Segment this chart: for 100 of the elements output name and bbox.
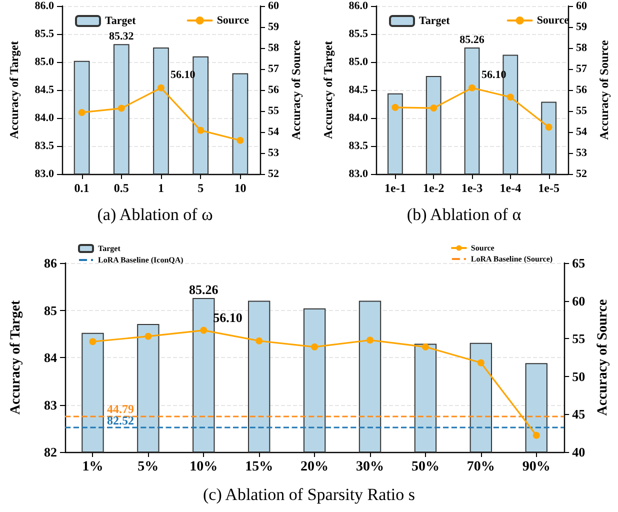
point <box>545 124 552 131</box>
point <box>430 104 438 112</box>
y2-axis-title: Accuracy of Source <box>289 39 303 140</box>
y-tick-label: 84.5 <box>348 84 368 96</box>
y-tick-label: 85.0 <box>34 56 54 68</box>
y-tick-label: 84.5 <box>34 84 54 96</box>
y-tick-label: 85.5 <box>348 28 368 40</box>
y2-tick-label: 56 <box>576 84 588 96</box>
y2-tick-label: 57 <box>576 63 588 75</box>
y-tick-label: 83.5 <box>348 140 368 152</box>
y-tick-label: 85 <box>44 302 58 318</box>
y2-tick-label: 53 <box>268 147 280 159</box>
y-tick-label: 85.0 <box>348 56 368 68</box>
y2-tick-label: 58 <box>576 42 588 54</box>
y-tick-label: 83.0 <box>348 168 368 180</box>
y-axis-title: Accuracy of Target <box>7 41 21 139</box>
x-tick-label: 5% <box>138 460 159 474</box>
y2-tick-label: 54 <box>576 126 588 138</box>
point <box>392 104 399 111</box>
x-tick-label: 30% <box>356 460 384 474</box>
data-label: 85.32 <box>109 30 134 43</box>
point <box>158 84 164 92</box>
x-tick-label: 5 <box>198 181 204 195</box>
y-tick-label: 83 <box>44 397 58 412</box>
y2-axis-title: Accuracy of Source <box>597 39 611 140</box>
x-tick-label: 0.5 <box>114 181 129 195</box>
legend-label: Source <box>216 14 250 26</box>
point <box>532 432 540 439</box>
point <box>89 338 96 346</box>
y-tick-label: 83.0 <box>34 168 54 180</box>
x-tick-label: 50% <box>411 460 440 474</box>
y2-tick-label: 56 <box>268 84 280 96</box>
y2-tick-label: 60 <box>576 0 588 12</box>
x-tick-label: 10 <box>234 181 246 195</box>
y2-tick-label: 59 <box>576 21 588 33</box>
x-tick-label: 15% <box>245 460 274 474</box>
legend-label: Target <box>419 15 450 27</box>
y2-tick-label: 60 <box>268 0 280 12</box>
point <box>236 136 244 144</box>
y-tick-label: 86.0 <box>348 0 368 12</box>
y2-tick-label: 55 <box>576 105 588 117</box>
y2-tick-label: 50 <box>572 368 586 384</box>
point <box>144 332 152 340</box>
point <box>366 336 374 344</box>
text: (b) Ablation of α <box>406 205 522 224</box>
legend-label: LoRA Baseline (IconQA) <box>98 256 184 264</box>
y2-tick-label: 54 <box>268 126 280 138</box>
text: (c) Ablation of Sparsity Ratio s <box>202 485 416 504</box>
y2-tick-label: 57 <box>268 63 280 75</box>
point <box>197 126 204 134</box>
data-label: 85.26 <box>189 282 219 297</box>
point <box>311 343 318 350</box>
point <box>468 84 476 92</box>
x-tick-label: 1 <box>158 181 164 195</box>
y2-tick-label: 40 <box>572 444 586 460</box>
x-tick-label: 1% <box>82 460 104 474</box>
point <box>506 94 514 101</box>
data-label: 85.26 <box>460 34 485 46</box>
y2-axis-title: Accuracy of Source <box>596 299 610 416</box>
y2-tick-label: 52 <box>268 168 280 180</box>
x-tick-label: 90% <box>522 460 550 474</box>
y-axis-title: Accuracy of Target <box>321 41 335 139</box>
y2-tick-label: 55 <box>268 105 280 117</box>
y-tick-label: 83.5 <box>34 140 54 152</box>
x-tick-label: 0.1 <box>74 181 90 195</box>
point <box>477 359 484 366</box>
legend-label: Target <box>105 15 136 27</box>
y2-tick-label: 60 <box>572 293 586 308</box>
y-tick-label: 84.0 <box>34 112 54 124</box>
x-tick-label: 20% <box>300 460 329 474</box>
y2-tick-label: 55 <box>572 331 586 346</box>
y2-tick-label: 59 <box>268 21 280 33</box>
y-tick-label: 86.0 <box>34 0 54 12</box>
x-tick-label: 70% <box>466 460 495 474</box>
legend-label: Source <box>470 244 495 252</box>
point <box>256 337 263 344</box>
text: (a) Ablation of ω <box>97 205 213 224</box>
x-tick-label: 1e-4 <box>500 181 522 195</box>
x-tick-label: 1e-5 <box>538 181 560 195</box>
legend-label: LoRA Baseline (Source) <box>470 254 553 264</box>
legend-label: Source <box>536 14 570 26</box>
point <box>118 104 125 112</box>
y2-tick-label: 65 <box>572 256 586 270</box>
x-tick-label: 1e-3 <box>461 181 483 195</box>
x-tick-label: 1e-1 <box>384 181 406 195</box>
point <box>422 343 429 350</box>
y-axis-title: Accuracy of Target <box>8 300 24 415</box>
x-tick-label: 10% <box>190 460 218 474</box>
y-tick-label: 82 <box>44 444 57 460</box>
y2-tick-label: 52 <box>576 168 588 180</box>
point <box>200 326 208 334</box>
y2-tick-label: 53 <box>576 147 588 159</box>
legend-label: Target <box>98 244 121 253</box>
y2-tick-label: 45 <box>572 406 586 422</box>
point <box>78 108 86 116</box>
y-tick-label: 85.5 <box>34 28 54 40</box>
y-tick-label: 86 <box>44 256 58 270</box>
y-tick-label: 84.0 <box>348 112 368 124</box>
annotation: 44.79 <box>107 402 134 416</box>
y-tick-label: 84 <box>44 350 58 365</box>
